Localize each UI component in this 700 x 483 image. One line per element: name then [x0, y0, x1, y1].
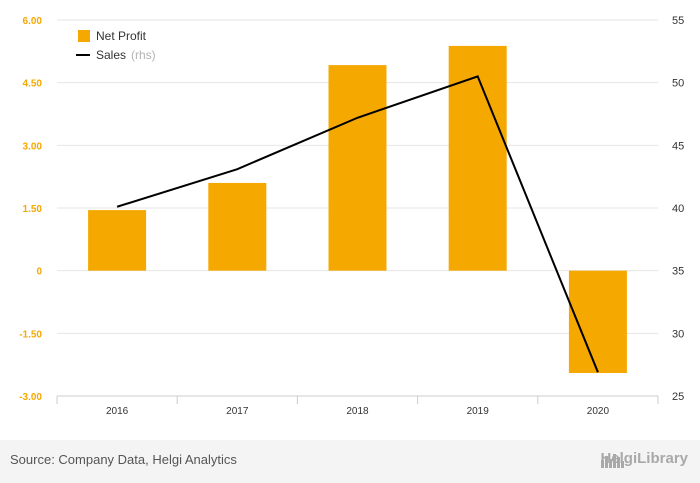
legend-note-rhs: (rhs) [131, 48, 156, 62]
legend-swatch-net-profit [78, 30, 90, 42]
x-tick-label: 2020 [587, 406, 610, 417]
sales-line [116, 75, 599, 373]
right-tick-label: 45 [672, 140, 684, 152]
net-profit-bar [208, 182, 267, 271]
legend-label-sales: Sales [96, 48, 126, 62]
net-profit-bar [568, 270, 627, 374]
footer: Source: Company Data, Helgi Analytics He… [0, 440, 700, 483]
left-tick-label: 1.50 [23, 204, 43, 215]
left-tick-label: -1.50 [19, 329, 42, 340]
left-tick-label: 4.50 [23, 79, 43, 90]
x-tick-label: 2018 [346, 406, 369, 417]
left-tick-label: 6.00 [23, 16, 43, 27]
left-tick-label: 0 [36, 267, 42, 278]
legend-label-net-profit: Net Profit [96, 29, 147, 43]
library-icon [601, 454, 625, 468]
net-profit-bar [448, 45, 507, 271]
right-tick-label: 35 [672, 266, 684, 278]
brand-logo: HelgiLibrary [600, 450, 688, 468]
right-tick-label: 55 [672, 15, 684, 27]
net-profit-bar [328, 65, 387, 271]
right-tick-label: 40 [672, 203, 684, 215]
right-tick-label: 50 [672, 78, 684, 90]
x-tick-label: 2019 [467, 406, 490, 417]
chart-plot-area: 6.00 4.50 3.00 1.50 0 -1.50 -3.00 55 50 45 40 35 30 2… [19, 15, 684, 417]
source-note: Source: Company Data, Helgi Analytics [10, 452, 237, 467]
right-tick-label: 30 [672, 328, 684, 340]
x-tick-label: 2017 [226, 406, 249, 417]
left-tick-label: -3.00 [19, 392, 42, 403]
left-tick-label: 3.00 [23, 141, 43, 152]
net-profit-bar [88, 210, 147, 271]
right-tick-label: 25 [672, 391, 684, 403]
x-tick-label: 2016 [106, 406, 129, 417]
